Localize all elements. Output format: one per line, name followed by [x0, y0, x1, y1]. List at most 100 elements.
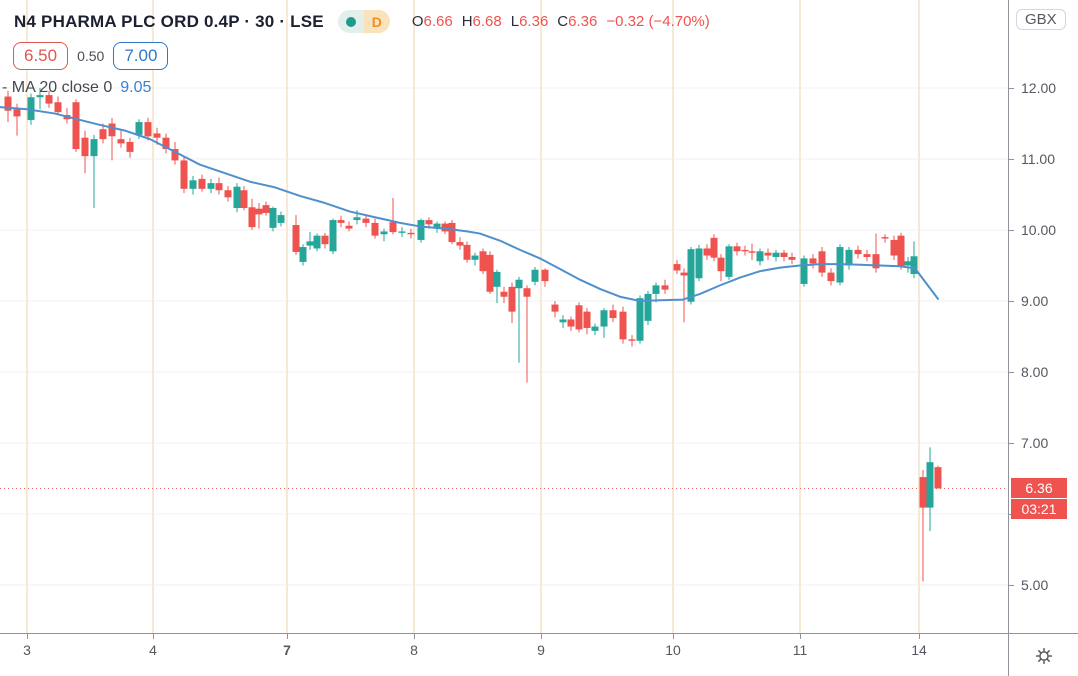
time-label: 4	[149, 642, 157, 658]
candle-body	[661, 285, 669, 290]
candle-body	[609, 310, 617, 319]
gear-icon	[1035, 647, 1053, 664]
candle-body	[809, 258, 817, 264]
candle-body	[456, 242, 464, 246]
time-label: 11	[792, 642, 808, 658]
candle-body	[486, 254, 494, 292]
spread-value: 0.50	[77, 48, 105, 64]
candle-body	[583, 311, 591, 328]
candle-body	[198, 178, 206, 189]
interval-pill[interactable]: D	[337, 10, 390, 33]
time-tick	[541, 634, 542, 639]
candle-body	[207, 183, 215, 189]
close-value: 6.36	[568, 13, 598, 30]
candle-body	[531, 269, 539, 282]
candle-body	[710, 237, 718, 258]
candle-body	[262, 205, 270, 213]
candle-body	[772, 252, 780, 257]
candle-body	[171, 149, 179, 161]
ma-indicator-legend[interactable]: - MA 20 close 0 9.05	[2, 79, 151, 97]
candle-body	[425, 220, 433, 225]
candle-body	[863, 254, 871, 257]
candle-body	[551, 304, 559, 312]
time-tick	[919, 634, 920, 639]
candle-body	[800, 258, 808, 284]
candle-body	[299, 247, 307, 262]
candle-body	[500, 291, 508, 297]
candle-body	[687, 249, 695, 302]
candle-body	[619, 311, 627, 340]
price-tick-label: 10.00	[1021, 222, 1057, 238]
candle-body	[54, 102, 62, 113]
sell-button[interactable]: 6.50	[13, 42, 69, 70]
ohlc-legend: O6.66 H6.68 L6.36 C6.36 −0.32 (−4.70%)	[412, 13, 710, 30]
candle-body	[248, 207, 256, 228]
candle-body	[463, 244, 471, 260]
candle-body	[189, 180, 197, 189]
buy-button[interactable]: 7.00	[113, 42, 169, 70]
bar-countdown-badge: 03:21	[1011, 499, 1067, 520]
candle-body	[919, 477, 927, 508]
candle-body	[180, 160, 188, 189]
candle-body	[890, 239, 898, 256]
candle-body	[72, 102, 80, 150]
candle-body	[45, 95, 53, 104]
candle-body	[827, 272, 835, 282]
low-value: 6.36	[519, 13, 549, 30]
candle-body	[515, 279, 523, 289]
candle-body	[337, 220, 345, 223]
candle-body	[695, 248, 703, 279]
candle-body	[441, 223, 449, 232]
candle-body	[926, 462, 934, 508]
price-tick-label: 7.00	[1021, 435, 1049, 451]
candle-body	[224, 190, 232, 198]
change-value: −0.32 (−4.70%)	[606, 13, 710, 30]
candle-body	[904, 261, 912, 266]
time-label: 7	[283, 642, 291, 658]
scale-settings-button[interactable]	[1031, 643, 1057, 669]
candle-body	[567, 319, 575, 327]
candle-body	[636, 298, 644, 341]
candle-body	[353, 217, 361, 221]
time-label: 8	[410, 642, 418, 658]
time-label: 3	[23, 642, 31, 658]
candle-body	[313, 235, 321, 249]
candle-body	[845, 249, 853, 266]
candle-body	[389, 222, 397, 233]
high-label: H	[461, 13, 473, 30]
candle-body	[329, 220, 337, 252]
candle-body	[162, 137, 170, 150]
currency-badge[interactable]: GBX	[1016, 9, 1066, 30]
chart-header: N4 PHARMA PLC ORD 0.4P · 30 · LSE D O6.6…	[14, 10, 710, 33]
candle-body	[910, 256, 918, 275]
candle-body	[108, 123, 116, 137]
candle-body	[600, 310, 608, 327]
candle-body	[591, 326, 599, 331]
candle-body	[479, 251, 487, 272]
chart-canvas[interactable]	[0, 0, 1008, 633]
time-tick	[673, 634, 674, 639]
price-tick-label: 12.00	[1021, 80, 1057, 96]
candle-body	[523, 288, 531, 297]
price-tick-label: 5.00	[1021, 577, 1049, 593]
candle-body	[733, 246, 741, 252]
open-value: 6.66	[423, 13, 453, 30]
candle-body	[673, 264, 681, 271]
candle-body	[126, 141, 134, 152]
candle-body	[362, 218, 370, 223]
candle-body	[541, 269, 549, 282]
candle-body	[417, 220, 425, 240]
trade-panel: 6.50 0.50 7.00	[13, 42, 169, 70]
candle-body	[881, 237, 889, 239]
ma-value: 9.05	[120, 79, 152, 96]
candle-body	[371, 222, 379, 236]
time-tick	[27, 634, 28, 639]
candle-body	[135, 122, 143, 135]
candle-body	[559, 319, 567, 323]
candle-body	[934, 467, 942, 489]
time-label: 10	[665, 642, 681, 658]
time-axis[interactable]: 3 4 7 8 9 10 11 14	[0, 633, 1008, 676]
price-axis[interactable]: GBX 12.0011.0010.009.008.007.006.005.006…	[1008, 0, 1078, 633]
candle-body	[764, 252, 772, 256]
